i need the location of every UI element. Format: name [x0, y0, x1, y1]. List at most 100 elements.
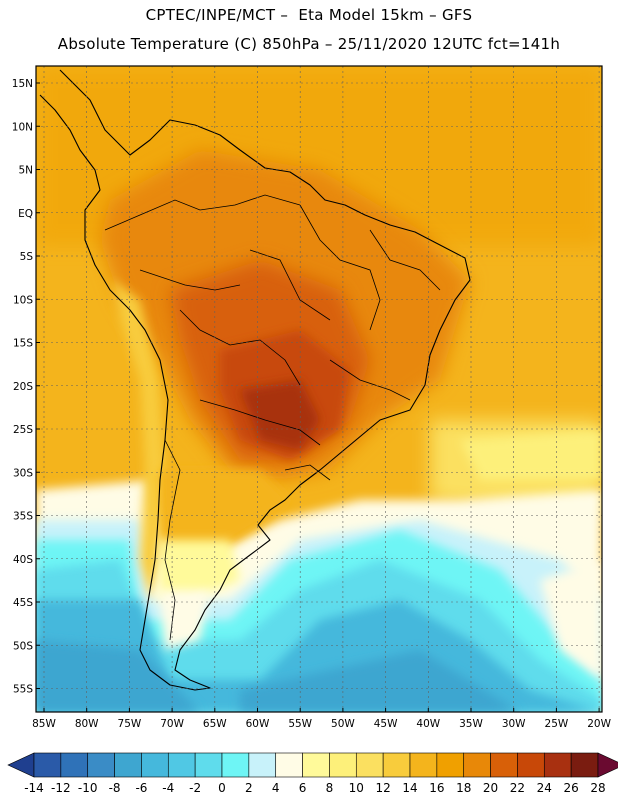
colorbar-label: -2: [189, 781, 201, 795]
colorbar-swatch: [114, 752, 142, 778]
colorbar-label: 6: [299, 781, 307, 795]
colorbar-label: 22: [510, 781, 525, 795]
colorbar-swatch: [490, 752, 518, 778]
colorbar-swatch: [436, 752, 465, 778]
lon-label: 80W: [75, 718, 99, 730]
colorbar-swatch: [329, 752, 357, 778]
colorbar-label: 24: [537, 781, 552, 795]
lat-label: 45S: [13, 597, 33, 609]
lon-label: 70W: [160, 718, 184, 730]
lon-label: 45W: [374, 718, 398, 730]
lat-label: 30S: [13, 467, 33, 479]
lat-label: EQ: [18, 208, 33, 220]
longitude-labels: 85W 80W 75W 70W 65W 60W 55W 50W 45W 40W 35W 30W 25W 2…: [32, 708, 612, 730]
colorbar-swatch: [194, 752, 223, 778]
lon-label: 55W: [288, 718, 312, 730]
field-cream-east: [540, 560, 602, 680]
colorbar-swatch: [275, 752, 303, 778]
lat-label: 40S: [13, 554, 33, 566]
colorbar-swatch: [221, 752, 250, 778]
colorbar-swatch: [570, 752, 599, 778]
lon-label: 60W: [246, 718, 270, 730]
lat-label: 5S: [20, 251, 34, 263]
colorbar-labels: -14 -12 -10 -8 -6 -4 -2 0 2 4 6 8 10 12 14 16 18 20 22 24 26…: [24, 781, 605, 795]
colorbar-label: 18: [456, 781, 471, 795]
lat-label: 25S: [13, 424, 33, 436]
colorbar-swatch: [141, 752, 169, 778]
field-andes: [112, 280, 165, 600]
lon-label: 40W: [416, 718, 440, 730]
colorbar-label: 2: [245, 781, 253, 795]
border-north: [104, 194, 301, 231]
field-atlantic-lighter: [460, 430, 602, 480]
colorbar-max-arrow: [597, 752, 618, 778]
gridlines: [36, 66, 602, 712]
colorbar-label: 4: [272, 781, 280, 795]
colorbar-label: 26: [564, 781, 579, 795]
colorbar-swatch: [248, 752, 277, 778]
latitude-labels: 15N 10N 5N EQ 5S 10S 15S 20S 25S 30S 35S 40S 45S 50S 5…: [12, 78, 40, 696]
lat-label: 20S: [13, 381, 33, 393]
lat-label: 10S: [13, 294, 33, 306]
lon-label: 75W: [118, 718, 142, 730]
lon-label: 65W: [203, 718, 227, 730]
colorbar-swatch: [355, 752, 384, 778]
colorbar-label: 16: [429, 781, 444, 795]
colorbar-label: -4: [162, 781, 174, 795]
colorbar-label: 10: [349, 781, 364, 795]
field-blue-sw: [36, 640, 200, 712]
border-brazil-states-4: [329, 359, 411, 401]
colorbar-label: 28: [590, 781, 605, 795]
colorbar-swatch: [60, 752, 89, 778]
border-brazil-states: [299, 204, 381, 331]
border-brazil-states-3: [369, 229, 441, 291]
colorbar-swatch: [87, 752, 115, 778]
lat-label: 15S: [13, 338, 33, 350]
colorbar-swatch: [409, 752, 438, 778]
colorbar-min-arrow: [7, 752, 35, 778]
border-peru-brazil: [139, 269, 241, 291]
lon-label: 35W: [459, 718, 483, 730]
colorbar-label: 8: [326, 781, 334, 795]
lon-label: 50W: [331, 718, 355, 730]
coastline: [39, 69, 471, 691]
lon-label: 30W: [502, 718, 526, 730]
border-uruguay: [284, 464, 331, 481]
lat-label: 5N: [18, 165, 33, 177]
country-borders: [104, 194, 441, 641]
border-paraguay: [199, 399, 321, 446]
colorbar-label: 0: [218, 781, 226, 795]
map-frame: [35, 65, 603, 713]
lat-label: 10N: [12, 121, 33, 133]
field-patagonia-north: [160, 540, 240, 600]
lat-label: 35S: [13, 511, 33, 523]
lon-label: 85W: [32, 718, 56, 730]
colorbar-swatch: [302, 752, 330, 778]
border-chile-argentina: [164, 439, 181, 641]
colorbar-label: -12: [51, 781, 71, 795]
colorbar-swatch: [167, 752, 196, 778]
colorbar-swatch: [33, 752, 62, 778]
border-bolivia: [179, 309, 301, 386]
border-brazil-states-2: [249, 249, 331, 321]
colorbar-swatch: [382, 752, 411, 778]
colorbar-label: -8: [109, 781, 121, 795]
colorbar-swatch: [517, 752, 545, 778]
lon-label: 25W: [545, 718, 569, 730]
colorbar-label: 20: [483, 781, 498, 795]
colorbar-swatches: [7, 752, 618, 778]
title-line-1: CPTEC/INPE/MCT – Eta Model 15km – GFS: [145, 6, 473, 24]
lon-label: 20W: [587, 718, 611, 730]
title-line-2: Absolute Temperature (C) 850hPa – 25/11/…: [57, 35, 561, 53]
lat-label: 55S: [13, 684, 33, 696]
colorbar-label: -10: [78, 781, 98, 795]
colorbar: -14 -12 -10 -8 -6 -4 -2 0 2 4 6 8 10 12 14 16 18 20 22 24 26…: [7, 752, 618, 795]
field-blue-s: [240, 650, 520, 712]
colorbar-label: -14: [24, 781, 44, 795]
colorbar-swatch: [463, 752, 491, 778]
lat-label: 15N: [12, 78, 33, 90]
lat-label: 50S: [13, 640, 33, 652]
colorbar-swatch: [543, 752, 572, 778]
map-field: [36, 66, 602, 712]
